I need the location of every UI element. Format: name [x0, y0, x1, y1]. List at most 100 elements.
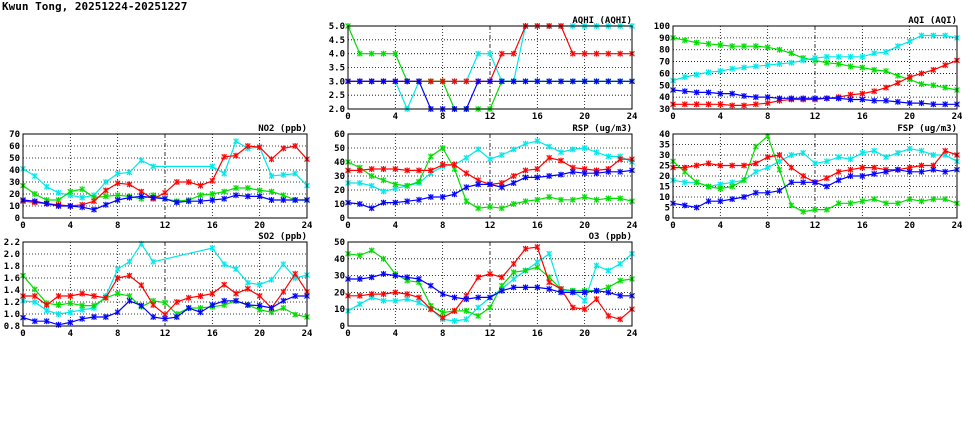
data-point — [416, 299, 422, 306]
data-point — [150, 314, 157, 320]
data-point — [693, 162, 700, 169]
data-point — [416, 167, 422, 174]
data-point — [788, 164, 795, 171]
page-title: Kwun Tong, 20251224-20251227 — [2, 0, 188, 13]
data-point — [593, 149, 600, 156]
data-point — [221, 297, 228, 304]
y-tick-label: 15 — [659, 183, 670, 193]
x-tick-label: 24 — [627, 329, 638, 339]
data-point — [280, 145, 287, 152]
chart-aqhi: 2.0 2.5 3.0 3.5 4.0 4.5 5.0 0 4 8 12 16 20 24 AQHI (AQ… — [329, 16, 638, 122]
data-point — [681, 164, 688, 171]
data-point — [233, 297, 239, 304]
data-point — [392, 272, 399, 279]
data-point — [741, 43, 747, 50]
data-point — [942, 196, 949, 203]
data-point — [812, 160, 818, 167]
plot-frame — [347, 133, 633, 219]
data-point — [404, 274, 411, 281]
data-point — [510, 146, 517, 153]
data-point — [705, 183, 712, 190]
data-point — [162, 189, 168, 196]
data-point — [546, 279, 553, 286]
data-point — [705, 198, 712, 205]
data-point — [871, 164, 878, 171]
data-point — [693, 179, 700, 186]
data-point — [292, 143, 299, 149]
data-point — [717, 41, 724, 48]
y-tick-label: 90 — [659, 34, 670, 44]
data-point — [221, 170, 228, 177]
data-point — [463, 154, 470, 161]
data-point — [776, 166, 783, 173]
data-point — [475, 274, 482, 281]
x-tick-label: 8 — [765, 221, 770, 231]
data-point — [534, 244, 541, 251]
data-point — [91, 314, 97, 320]
data-point — [427, 167, 434, 174]
series-blue — [670, 87, 960, 108]
data-point — [812, 95, 818, 102]
x-tick-label: 0 — [670, 221, 675, 231]
data-point — [427, 78, 434, 85]
y-tick-label: 50 — [9, 154, 20, 164]
data-point — [268, 188, 275, 195]
data-point — [487, 304, 493, 311]
data-point — [558, 149, 564, 156]
data-point — [380, 188, 387, 195]
data-point — [605, 78, 612, 85]
data-point — [126, 169, 133, 176]
data-point — [392, 78, 399, 85]
x-tick-label: 0 — [345, 112, 350, 122]
data-point — [569, 304, 576, 311]
data-point — [392, 297, 399, 304]
data-point — [930, 196, 937, 203]
x-tick-label: 16 — [857, 221, 868, 231]
data-point — [221, 281, 228, 288]
data-point — [942, 62, 949, 69]
data-point — [569, 196, 576, 203]
data-point — [581, 50, 588, 57]
data-point — [463, 296, 470, 303]
data-point — [617, 277, 624, 284]
y-tick-label: 0 — [340, 214, 345, 224]
data-point — [356, 50, 363, 57]
data-point — [292, 293, 299, 299]
data-point — [392, 199, 399, 206]
data-point — [392, 181, 399, 188]
data-point — [522, 167, 529, 174]
data-point — [729, 65, 736, 72]
x-tick-label: 16 — [532, 329, 543, 339]
data-point — [534, 174, 541, 181]
chart-o3: 0 10 20 30 40 50 0 4 8 12 16 20 24 O3 (ppb) — [334, 232, 638, 339]
data-point — [185, 294, 192, 301]
data-point — [906, 100, 913, 107]
data-point — [244, 302, 251, 308]
data-point — [752, 189, 759, 196]
data-point — [681, 101, 688, 108]
x-tick-label: 0 — [345, 329, 350, 339]
data-point — [681, 179, 688, 186]
data-point — [693, 89, 700, 96]
data-point — [43, 200, 50, 207]
x-tick-label: 0 — [20, 221, 25, 231]
y-tick-label: 40 — [334, 158, 345, 168]
x-tick-label: 16 — [207, 221, 218, 231]
data-point — [752, 101, 759, 108]
x-tick-label: 24 — [302, 329, 313, 339]
y-tick-label: 30 — [334, 172, 345, 182]
data-point — [581, 78, 588, 85]
y-tick-label: 1.6 — [4, 274, 20, 284]
data-point — [788, 202, 795, 209]
data-point — [31, 191, 38, 197]
x-tick-label: 8 — [440, 329, 445, 339]
data-point — [847, 96, 854, 103]
data-point — [463, 170, 470, 177]
data-point — [741, 92, 747, 99]
data-point — [752, 94, 759, 101]
data-point — [534, 78, 541, 85]
x-tick-label: 0 — [345, 221, 350, 231]
data-point — [918, 32, 925, 39]
data-point — [451, 294, 458, 301]
